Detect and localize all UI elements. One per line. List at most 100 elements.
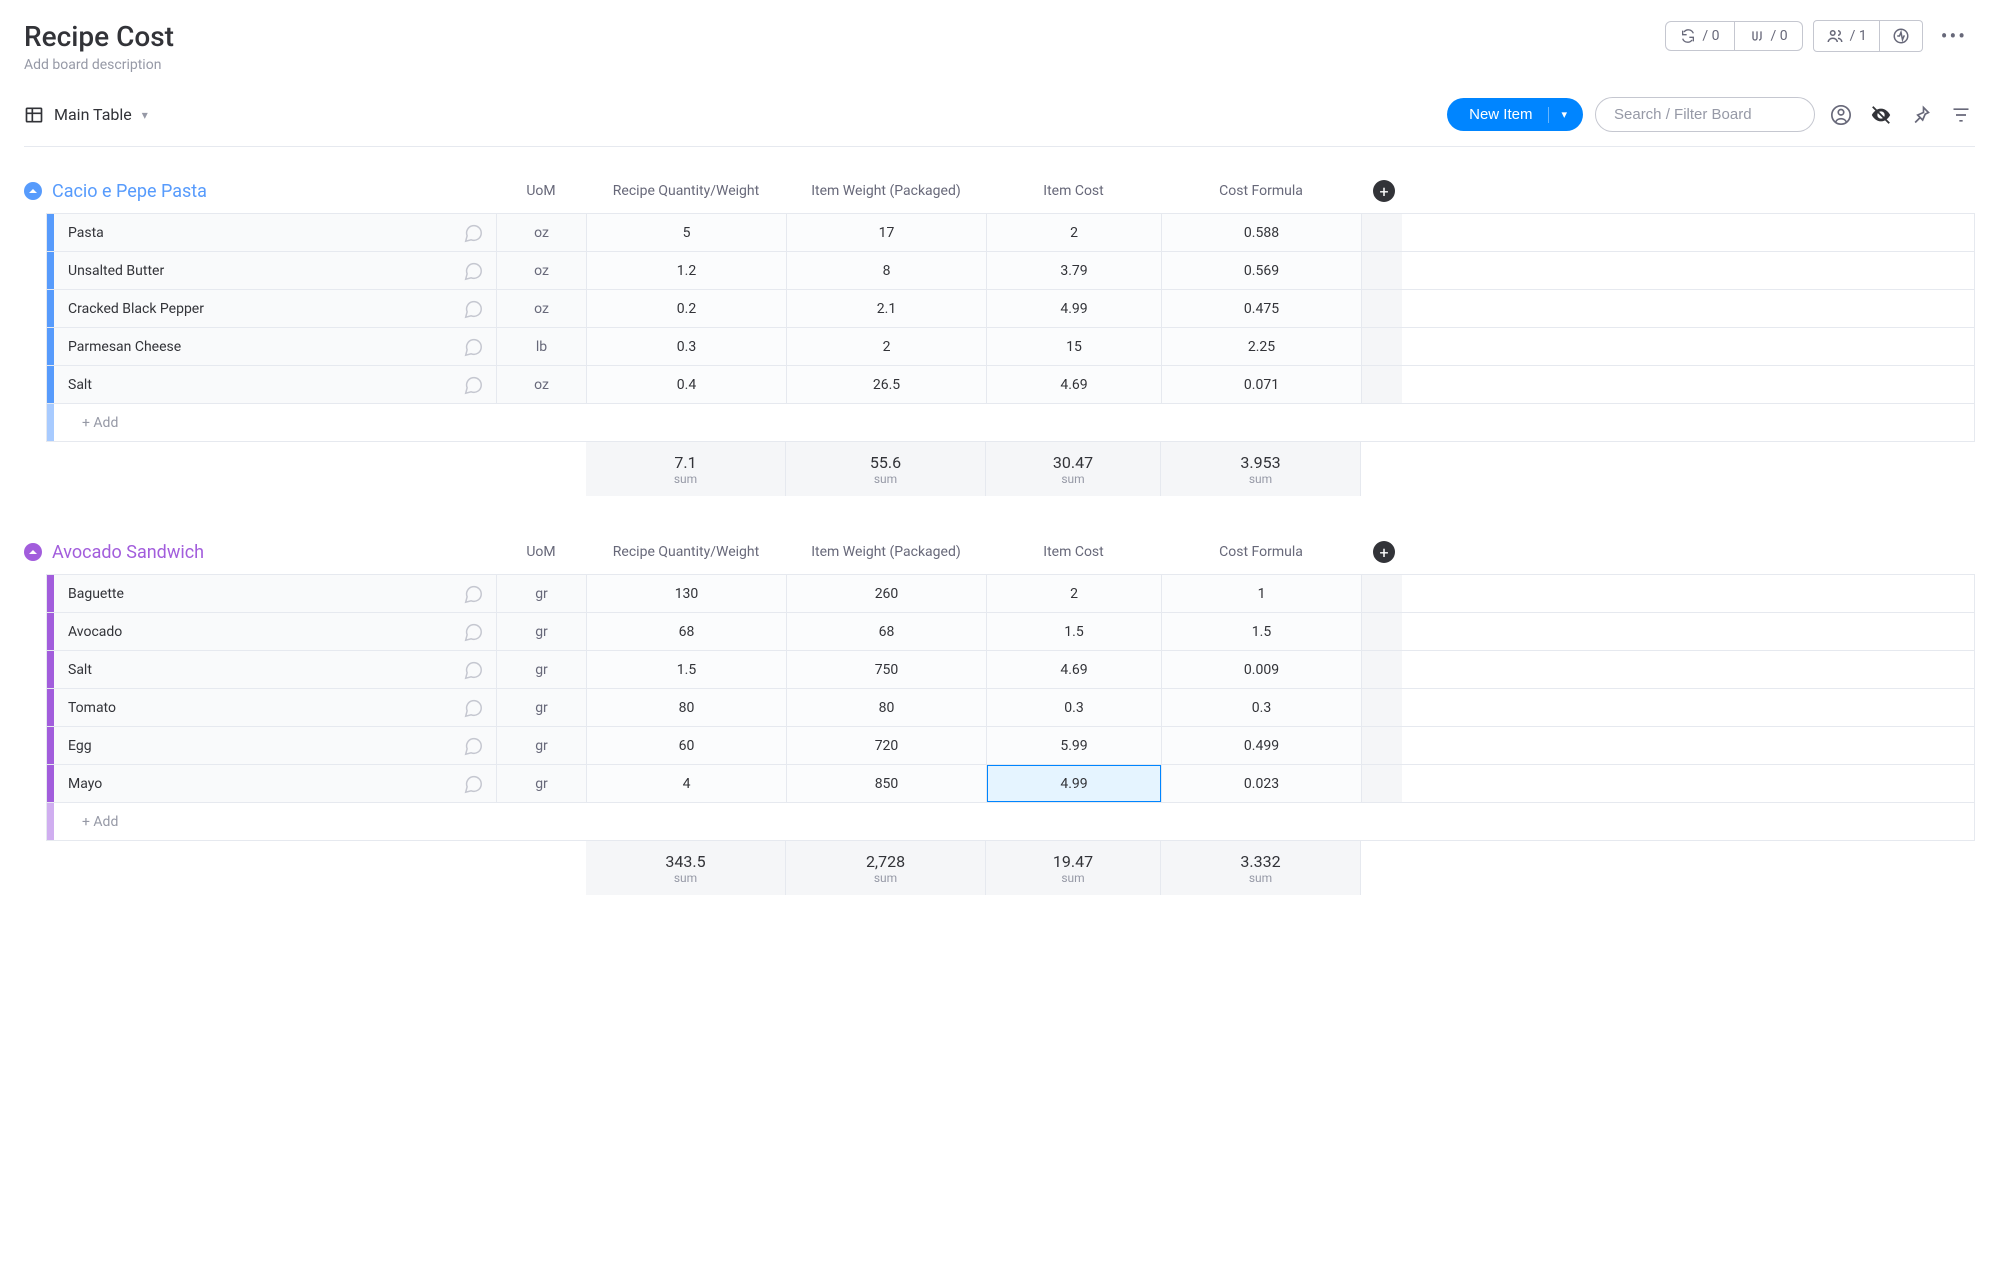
chat-icon[interactable] (462, 583, 484, 605)
item-name-cell[interactable]: Unsalted Butter (54, 252, 497, 289)
item-name-cell[interactable]: Baguette (54, 575, 497, 612)
chat-icon[interactable] (462, 735, 484, 757)
formula-cell[interactable]: 0.009 (1162, 651, 1362, 688)
qty-cell[interactable]: 0.4 (587, 366, 787, 403)
chat-icon[interactable] (462, 222, 484, 244)
uom-cell[interactable]: gr (497, 765, 587, 802)
cost-cell[interactable]: 1.5 (987, 613, 1162, 650)
column-header-formula[interactable]: Cost Formula (1161, 175, 1361, 207)
qty-cell[interactable]: 4 (587, 765, 787, 802)
table-row[interactable]: Mayo gr 4 850 4.99 0.023 (47, 765, 1974, 803)
column-header-cost[interactable]: Item Cost (986, 536, 1161, 568)
column-header-pkg[interactable]: Item Weight (Packaged) (786, 536, 986, 568)
formula-cell[interactable]: 0.071 (1162, 366, 1362, 403)
group-title[interactable]: Cacio e Pepe Pasta (52, 181, 207, 202)
formula-cell[interactable]: 2.25 (1162, 328, 1362, 365)
uom-cell[interactable]: gr (497, 651, 587, 688)
uom-cell[interactable]: oz (497, 214, 587, 251)
uom-cell[interactable]: gr (497, 689, 587, 726)
formula-cell[interactable]: 0.3 (1162, 689, 1362, 726)
cost-cell[interactable]: 5.99 (987, 727, 1162, 764)
pkg-cell[interactable]: 720 (787, 727, 987, 764)
cost-cell[interactable]: 4.99 (987, 765, 1162, 802)
item-name-cell[interactable]: Salt (54, 651, 497, 688)
qty-cell[interactable]: 60 (587, 727, 787, 764)
pkg-cell[interactable]: 2.1 (787, 290, 987, 327)
add-row-button[interactable]: + Add (82, 415, 118, 431)
item-name-cell[interactable]: Parmesan Cheese (54, 328, 497, 365)
formula-cell[interactable]: 0.588 (1162, 214, 1362, 251)
item-name-cell[interactable]: Mayo (54, 765, 497, 802)
column-header-cost[interactable]: Item Cost (986, 175, 1161, 207)
cost-cell[interactable]: 2 (987, 214, 1162, 251)
hide-button[interactable] (1867, 101, 1895, 129)
pkg-cell[interactable]: 80 (787, 689, 987, 726)
uom-cell[interactable]: lb (497, 328, 587, 365)
cost-cell[interactable]: 4.69 (987, 651, 1162, 688)
table-row[interactable]: Baguette gr 130 260 2 1 (47, 575, 1974, 613)
add-column-button[interactable]: + (1373, 541, 1395, 563)
search-input[interactable] (1595, 97, 1815, 132)
group-collapse-toggle[interactable] (24, 543, 42, 561)
column-header-qty[interactable]: Recipe Quantity/Weight (586, 175, 786, 207)
column-header-qty[interactable]: Recipe Quantity/Weight (586, 536, 786, 568)
column-header-uom[interactable]: UoM (496, 175, 586, 207)
qty-cell[interactable]: 1.2 (587, 252, 787, 289)
cost-cell[interactable]: 0.3 (987, 689, 1162, 726)
chat-icon[interactable] (462, 336, 484, 358)
formula-cell[interactable]: 0.499 (1162, 727, 1362, 764)
cost-cell[interactable]: 4.99 (987, 290, 1162, 327)
table-row[interactable]: Salt gr 1.5 750 4.69 0.009 (47, 651, 1974, 689)
item-name-cell[interactable]: Cracked Black Pepper (54, 290, 497, 327)
add-column-button[interactable]: + (1373, 180, 1395, 202)
uom-cell[interactable]: oz (497, 366, 587, 403)
uom-cell[interactable]: oz (497, 252, 587, 289)
chat-icon[interactable] (462, 697, 484, 719)
group-collapse-toggle[interactable] (24, 182, 42, 200)
chevron-down-icon[interactable]: ▾ (1561, 108, 1567, 121)
table-row[interactable]: Unsalted Butter oz 1.2 8 3.79 0.569 (47, 252, 1974, 290)
table-row[interactable]: Avocado gr 68 68 1.5 1.5 (47, 613, 1974, 651)
qty-cell[interactable]: 68 (587, 613, 787, 650)
chat-icon[interactable] (462, 374, 484, 396)
pkg-cell[interactable]: 8 (787, 252, 987, 289)
item-name-cell[interactable]: Tomato (54, 689, 497, 726)
pkg-cell[interactable]: 750 (787, 651, 987, 688)
group-title[interactable]: Avocado Sandwich (52, 542, 204, 563)
formula-cell[interactable]: 1.5 (1162, 613, 1362, 650)
uom-cell[interactable]: oz (497, 290, 587, 327)
formula-cell[interactable]: 0.475 (1162, 290, 1362, 327)
qty-cell[interactable]: 1.5 (587, 651, 787, 688)
chat-icon[interactable] (462, 260, 484, 282)
view-selector[interactable]: Main Table ▾ (24, 105, 148, 125)
chat-icon[interactable] (462, 298, 484, 320)
formula-cell[interactable]: 0.023 (1162, 765, 1362, 802)
column-header-uom[interactable]: UoM (496, 536, 586, 568)
table-row[interactable]: Tomato gr 80 80 0.3 0.3 (47, 689, 1974, 727)
item-name-cell[interactable]: Avocado (54, 613, 497, 650)
qty-cell[interactable]: 0.3 (587, 328, 787, 365)
chat-icon[interactable] (462, 621, 484, 643)
item-name-cell[interactable]: Pasta (54, 214, 497, 251)
pkg-cell[interactable]: 26.5 (787, 366, 987, 403)
uom-cell[interactable]: gr (497, 575, 587, 612)
cost-cell[interactable]: 15 (987, 328, 1162, 365)
pin-button[interactable] (1907, 101, 1935, 129)
pkg-cell[interactable]: 2 (787, 328, 987, 365)
automations-pill[interactable]: / 0 (1665, 21, 1734, 51)
uom-cell[interactable]: gr (497, 613, 587, 650)
chat-icon[interactable] (462, 659, 484, 681)
members-pill[interactable]: / 1 (1813, 20, 1880, 52)
person-filter-button[interactable] (1827, 101, 1855, 129)
qty-cell[interactable]: 80 (587, 689, 787, 726)
chat-icon[interactable] (462, 773, 484, 795)
table-row[interactable]: Cracked Black Pepper oz 0.2 2.1 4.99 0.4… (47, 290, 1974, 328)
board-description[interactable]: Add board description (24, 57, 174, 73)
item-name-cell[interactable]: Egg (54, 727, 497, 764)
pkg-cell[interactable]: 850 (787, 765, 987, 802)
qty-cell[interactable]: 5 (587, 214, 787, 251)
board-title[interactable]: Recipe Cost (24, 20, 174, 53)
more-options-button[interactable]: ••• (1933, 20, 1975, 52)
item-name-cell[interactable]: Salt (54, 366, 497, 403)
pkg-cell[interactable]: 68 (787, 613, 987, 650)
